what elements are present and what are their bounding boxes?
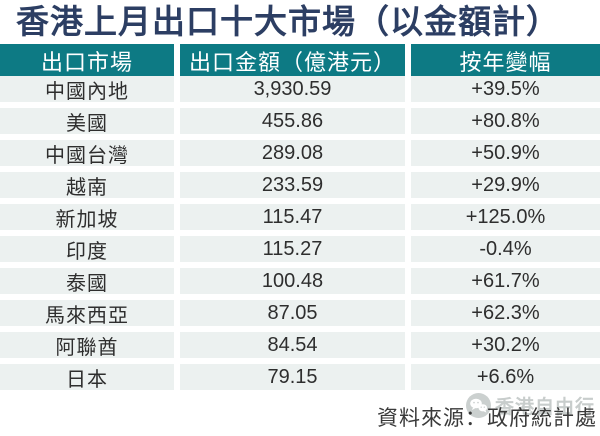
change-cell: +80.8% — [411, 108, 600, 134]
data-source: 資料來源：政府統計處 — [377, 407, 597, 430]
market-cell: 日本 — [0, 364, 174, 391]
market-cell: 中國台灣 — [0, 140, 174, 167]
change-cell: +29.9% — [411, 172, 600, 198]
value-cell: 455.86 — [180, 108, 405, 134]
watermark: 香港自由行 — [465, 392, 595, 419]
value-cell: 115.27 — [180, 236, 405, 262]
change-cell: +61.7% — [411, 268, 600, 294]
value-cell: 84.54 — [180, 332, 405, 358]
market-cell: 阿聯酋 — [0, 332, 174, 359]
value-cell: 115.47 — [180, 204, 405, 230]
change-cell: +39.5% — [411, 76, 600, 102]
value-cell: 100.48 — [180, 268, 405, 294]
change-cell: +30.2% — [411, 332, 600, 358]
market-cell: 美國 — [0, 108, 174, 135]
change-cell: +62.3% — [411, 300, 600, 326]
market-cell: 中國內地 — [0, 76, 174, 103]
market-cell: 印度 — [0, 236, 174, 263]
page-title: 香港上月出口十大市場（以金額計） — [16, 3, 560, 40]
market-cell: 越南 — [0, 172, 174, 199]
value-cell: 233.59 — [180, 172, 405, 198]
watermark-text: 香港自由行 — [494, 397, 595, 418]
market-cell: 新加坡 — [0, 204, 174, 231]
value-cell: 3,930.59 — [180, 76, 405, 102]
value-cell: 289.08 — [180, 140, 405, 166]
column-header-value: 出口金額（億港元） — [180, 44, 405, 78]
change-cell: -0.4% — [411, 236, 600, 262]
change-cell: +6.6% — [411, 364, 600, 390]
footer: 香港自由行 資料來源：政府統計處 — [0, 390, 597, 436]
value-cell: 79.15 — [180, 364, 405, 390]
value-cell: 87.05 — [180, 300, 405, 326]
market-cell: 馬來西亞 — [0, 300, 174, 327]
column-header-market: 出口市場 — [0, 44, 174, 78]
export-markets-table: 出口市場 出口金額（億港元） 按年變幅 中國內地 3,930.59 +39.5%… — [0, 44, 600, 391]
change-cell: +125.0% — [411, 204, 600, 230]
market-cell: 泰國 — [0, 268, 174, 295]
column-header-change: 按年變幅 — [411, 44, 600, 78]
change-cell: +50.9% — [411, 140, 600, 166]
wechat-icon — [465, 393, 491, 418]
